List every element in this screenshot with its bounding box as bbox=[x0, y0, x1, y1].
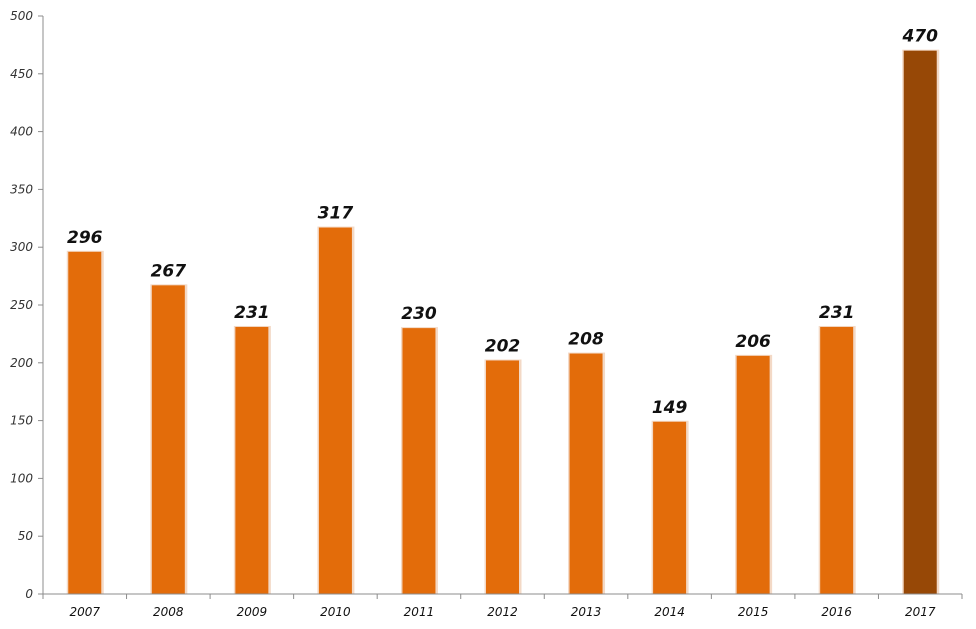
data-label-2017: 470 bbox=[901, 27, 938, 47]
data-label-2014: 149 bbox=[652, 398, 688, 418]
y-tick-label: 50 bbox=[18, 529, 34, 543]
data-label-2013: 208 bbox=[568, 330, 604, 350]
x-tick-label-2014: 2014 bbox=[654, 605, 685, 619]
x-tick-label-2011: 2011 bbox=[404, 605, 435, 619]
y-tick-label: 300 bbox=[10, 240, 33, 254]
x-tick-label-2008: 2008 bbox=[153, 605, 184, 619]
x-tick-label-2007: 2007 bbox=[69, 605, 100, 619]
y-tick-label: 400 bbox=[10, 125, 33, 139]
x-tick-label-2015: 2015 bbox=[738, 605, 769, 619]
y-tick-label: 200 bbox=[10, 356, 33, 370]
bar-2017 bbox=[903, 50, 937, 595]
y-tick-label: 500 bbox=[10, 9, 33, 23]
y-tick-label: 0 bbox=[25, 587, 33, 601]
bar-2011 bbox=[402, 328, 436, 594]
bar-2012 bbox=[486, 360, 519, 594]
bar-2015 bbox=[736, 355, 770, 594]
bars: 296 267 231 317 230 202 208 149 206 231 470 bbox=[66, 27, 940, 595]
data-label-2008: 267 bbox=[151, 261, 187, 281]
y-tick-label: 450 bbox=[10, 67, 33, 81]
data-label-2015: 206 bbox=[735, 332, 771, 352]
x-tick-label-2009: 2009 bbox=[237, 605, 268, 619]
data-label-2007: 296 bbox=[67, 228, 103, 248]
data-label-2011: 230 bbox=[401, 304, 437, 324]
x-tick-label-2017: 2017 bbox=[905, 605, 936, 619]
data-label-2010: 317 bbox=[318, 204, 354, 224]
bar-2014 bbox=[653, 421, 687, 594]
x-tick-label-2016: 2016 bbox=[821, 605, 852, 619]
x-tick-label-2013: 2013 bbox=[571, 605, 602, 619]
data-label-2009: 231 bbox=[234, 303, 270, 323]
y-tick-label: 100 bbox=[10, 471, 33, 485]
data-label-2012: 202 bbox=[485, 336, 521, 356]
y-tick-label: 350 bbox=[10, 182, 33, 196]
bar-2016 bbox=[820, 326, 854, 594]
bar-2010 bbox=[318, 227, 352, 594]
y-tick-label: 250 bbox=[10, 298, 33, 312]
bar-2013 bbox=[569, 353, 603, 594]
x-axis: 2007 2008 2009 2010 2011 2012 2013 2014 2015 2016… bbox=[42, 593, 963, 619]
y-tick-label: 150 bbox=[10, 414, 33, 428]
y-axis: 0 50 100 150 200 250 300 350 400 450 500 bbox=[10, 9, 44, 601]
bar-2007 bbox=[68, 251, 102, 594]
bar-2008 bbox=[151, 285, 185, 594]
bar-2009 bbox=[235, 326, 269, 594]
data-label-2016: 231 bbox=[819, 303, 855, 323]
x-tick-label-2012: 2012 bbox=[487, 605, 518, 619]
x-tick-label-2010: 2010 bbox=[320, 605, 351, 619]
